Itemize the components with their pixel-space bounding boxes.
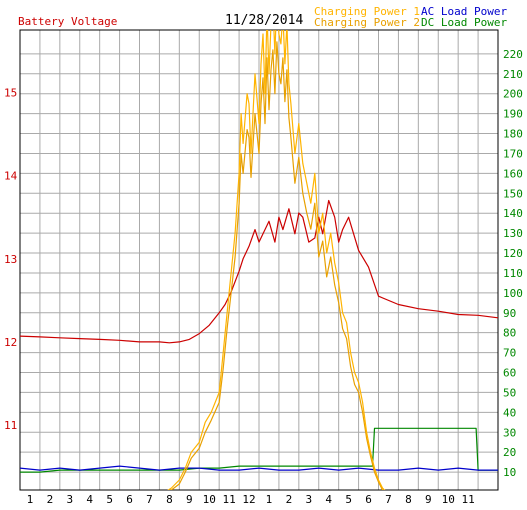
y-right-tick-label: 170 bbox=[503, 147, 523, 160]
y-right-tick-label: 220 bbox=[503, 48, 523, 61]
x-tick-label: 9 bbox=[425, 493, 432, 506]
y-right-tick-label: 120 bbox=[503, 247, 523, 260]
x-tick-label: 5 bbox=[106, 493, 113, 506]
series-line-dc-load-power bbox=[20, 427, 498, 473]
y-right-tick-label: 60 bbox=[503, 367, 516, 380]
x-tick-label: 10 bbox=[203, 493, 216, 506]
x-tick-label: 8 bbox=[405, 493, 412, 506]
y-right-tick-label: 130 bbox=[503, 227, 523, 240]
y-right-tick-label: 160 bbox=[503, 167, 523, 180]
y-right-tick-label: 10 bbox=[503, 466, 516, 479]
x-tick-label: 1 bbox=[27, 493, 34, 506]
y-right-tick-label: 90 bbox=[503, 307, 516, 320]
y-right-tick-label: 210 bbox=[503, 68, 523, 81]
x-tick-label: 2 bbox=[47, 493, 54, 506]
x-tick-label: 7 bbox=[385, 493, 392, 506]
y-right-tick-label: 70 bbox=[503, 347, 516, 360]
tick-labels: 1 2 3 4 5 6 7 8 9 10 11 12 1 2 3 4 5 6 7 8 9 10 11111213141510… bbox=[4, 48, 523, 506]
series-line-ac-load-power bbox=[20, 465, 498, 471]
y-left-tick-label: 15 bbox=[4, 86, 17, 99]
y-right-tick-label: 20 bbox=[503, 446, 516, 459]
x-tick-label: 9 bbox=[186, 493, 193, 506]
x-tick-label: 4 bbox=[325, 493, 332, 506]
plot-frame bbox=[19, 29, 499, 491]
y-right-tick-label: 180 bbox=[503, 128, 523, 141]
x-tick-label: 6 bbox=[365, 493, 372, 506]
series-lines bbox=[20, 30, 498, 490]
x-tick-label: 12 bbox=[242, 493, 255, 506]
series-line-charging-power-2 bbox=[169, 41, 384, 490]
series-line-charging-power-1 bbox=[167, 30, 386, 490]
y-left-tick-label: 11 bbox=[4, 419, 17, 432]
legend-battery-voltage: Battery Voltage bbox=[18, 15, 117, 28]
legend-charging-power-2: Charging Power 2 bbox=[314, 16, 420, 29]
x-tick-label: 7 bbox=[146, 493, 153, 506]
series-line-battery-voltage bbox=[20, 199, 498, 344]
x-tick-label: 8 bbox=[166, 493, 173, 506]
y-right-tick-label: 200 bbox=[503, 88, 523, 101]
x-tick-label: 5 bbox=[345, 493, 352, 506]
y-right-tick-label: 190 bbox=[503, 108, 523, 121]
x-tick-label: 6 bbox=[126, 493, 133, 506]
y-right-tick-label: 140 bbox=[503, 207, 523, 220]
y-right-tick-label: 30 bbox=[503, 426, 516, 439]
x-tick-label: 2 bbox=[286, 493, 293, 506]
legend-dc-load-power: DC Load Power bbox=[421, 16, 507, 29]
y-right-tick-label: 40 bbox=[503, 406, 516, 419]
chart-date: 11/28/2014 bbox=[225, 13, 303, 28]
y-left-tick-label: 14 bbox=[4, 170, 18, 183]
y-right-tick-label: 150 bbox=[503, 187, 523, 200]
y-left-tick-label: 12 bbox=[4, 336, 17, 349]
y-right-tick-label: 110 bbox=[503, 267, 523, 280]
x-tick-label: 11 bbox=[223, 493, 236, 506]
y-right-tick-label: 80 bbox=[503, 327, 516, 340]
x-tick-label: 3 bbox=[305, 493, 312, 506]
x-tick-label: 1 bbox=[266, 493, 273, 506]
x-tick-label: 3 bbox=[66, 493, 73, 506]
y-left-tick-label: 13 bbox=[4, 253, 17, 266]
y-right-tick-label: 50 bbox=[503, 386, 516, 399]
x-tick-label: 10 bbox=[442, 493, 455, 506]
legend-charging-power-1: Charging Power 1 bbox=[314, 5, 420, 18]
x-tick-label: 11 bbox=[462, 493, 475, 506]
y-right-tick-label: 100 bbox=[503, 287, 523, 300]
legend-ac-load-power: AC Load Power bbox=[421, 5, 507, 18]
x-tick-label: 4 bbox=[86, 493, 93, 506]
